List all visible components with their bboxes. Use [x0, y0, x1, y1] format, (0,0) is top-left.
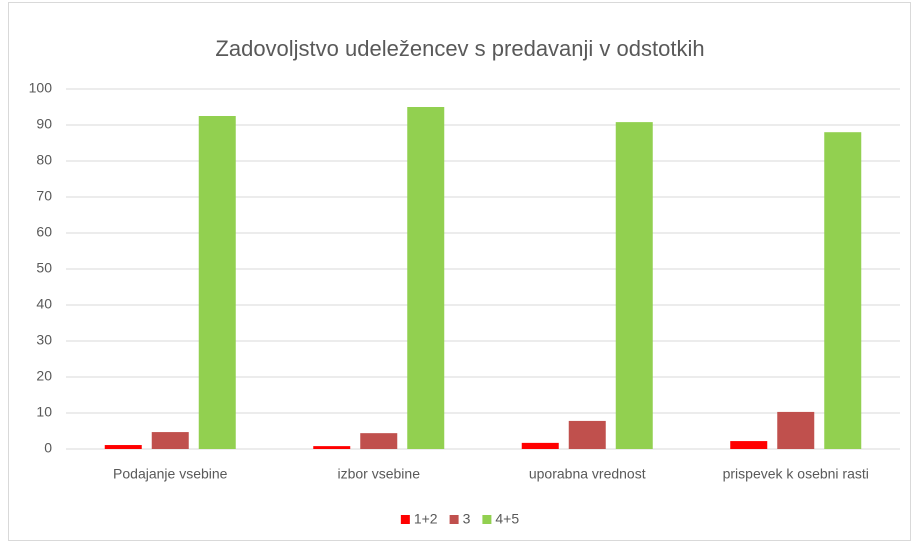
x-tick-label: uporabna vrednost — [529, 466, 646, 482]
legend-label: 3 — [463, 511, 471, 527]
y-tick-label: 100 — [29, 80, 53, 96]
bar — [360, 433, 398, 449]
x-tick-label: Podajanje vsebine — [113, 466, 228, 482]
bar — [824, 132, 862, 449]
chart-title: Zadovoljstvo udeležencev s predavanji v … — [215, 36, 704, 61]
legend-swatch — [482, 515, 492, 524]
bar — [104, 445, 142, 449]
bar — [151, 432, 189, 449]
bar — [198, 116, 236, 449]
y-tick-label: 50 — [36, 260, 52, 276]
y-tick-label: 90 — [36, 116, 52, 132]
y-tick-label: 20 — [36, 368, 52, 384]
bar — [313, 446, 351, 449]
bar — [777, 411, 815, 449]
x-tick-label: izbor vsebine — [338, 466, 421, 482]
y-tick-label: 60 — [36, 224, 52, 240]
bar — [615, 122, 653, 450]
y-tick-label: 30 — [36, 332, 52, 348]
legend-swatch — [400, 515, 410, 524]
y-tick-label: 70 — [36, 188, 52, 204]
bar — [521, 442, 559, 449]
y-tick-label: 80 — [36, 152, 52, 168]
y-tick-label: 40 — [36, 296, 52, 312]
legend-swatch — [449, 515, 459, 524]
y-tick-label: 0 — [44, 440, 52, 456]
bar — [730, 441, 768, 449]
x-tick-label: prispevek k osebni rasti — [723, 466, 869, 482]
y-tick-label: 10 — [36, 404, 52, 420]
legend-label: 1+2 — [414, 511, 438, 527]
bar — [568, 420, 606, 449]
chart-border — [8, 2, 911, 541]
bar — [407, 107, 445, 449]
legend-label: 4+5 — [495, 511, 519, 527]
